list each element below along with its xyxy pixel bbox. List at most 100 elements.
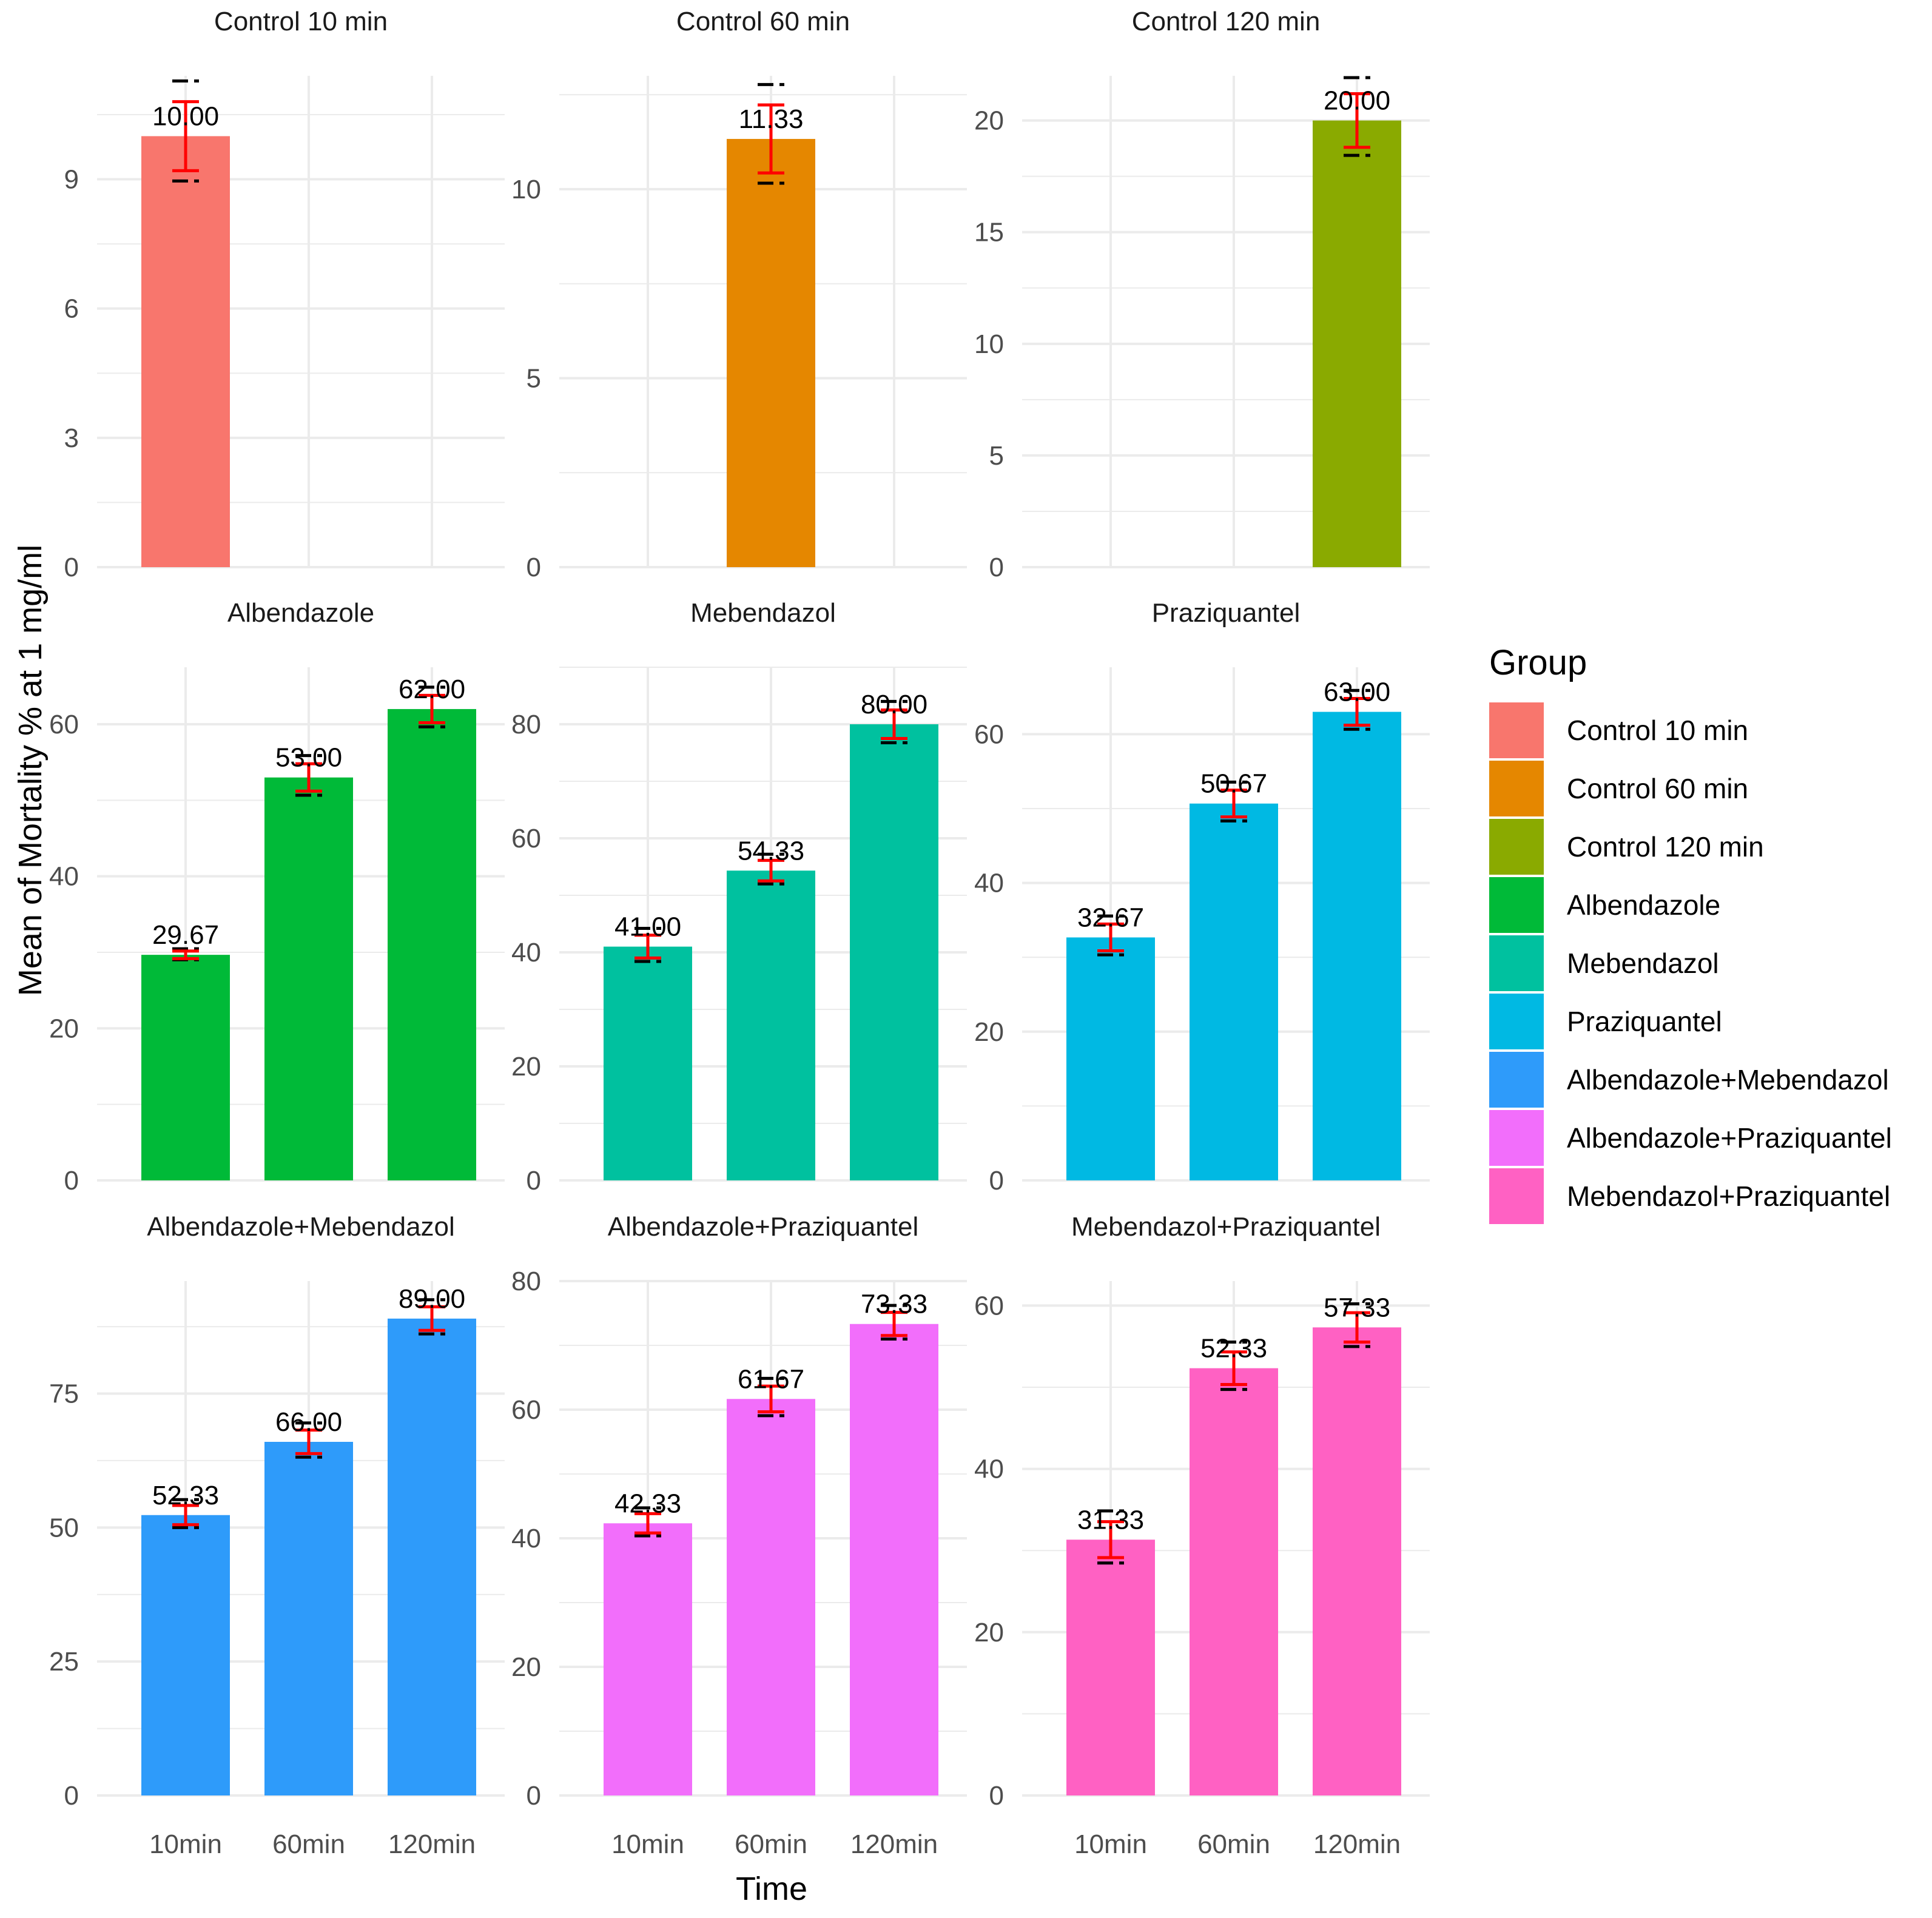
panel: 0 5 10 15 20 Control 120 min 20.00 xyxy=(974,7,1430,582)
x-tick-label: 60min xyxy=(1197,1829,1270,1859)
bar-value-label: 62.00 xyxy=(399,675,465,704)
legend-swatch xyxy=(1489,819,1544,875)
legend-item: Albendazole xyxy=(1489,877,1720,933)
y-tick-label: 0 xyxy=(989,553,1004,582)
y-tick-label: 10 xyxy=(974,329,1004,359)
legend-swatch xyxy=(1489,702,1544,758)
y-tick-label: 5 xyxy=(527,363,541,393)
bar xyxy=(604,1523,692,1795)
bar-value-label: 52.33 xyxy=(152,1481,219,1510)
bar-value-label: 29.67 xyxy=(152,920,219,950)
bar xyxy=(604,946,692,1180)
bar-value-label: 54.33 xyxy=(738,836,804,866)
bar-value-label: 50.67 xyxy=(1200,769,1267,799)
x-axis-title: Time xyxy=(736,1871,807,1907)
legend-item: Control 60 min xyxy=(1489,761,1748,816)
x-tick-label: 10min xyxy=(611,1829,684,1859)
y-tick-label: 60 xyxy=(511,1395,541,1425)
bar-value-label: 80.00 xyxy=(861,690,927,719)
y-tick-label: 0 xyxy=(989,1166,1004,1196)
legend-item: Praziquantel xyxy=(1489,994,1722,1049)
legend-swatch xyxy=(1489,877,1544,933)
panel-title: Albendazole+Praziquantel xyxy=(608,1212,919,1242)
legend-label: Control 60 min xyxy=(1567,773,1748,804)
panel: 0 20 40 60 80 Albendazole+Praziquantel 42.33 61… xyxy=(511,1212,967,1859)
y-tick-label: 0 xyxy=(64,1166,79,1196)
panel-title: Control 120 min xyxy=(1132,7,1321,36)
bar-value-label: 57.33 xyxy=(1324,1293,1390,1322)
bar-value-label: 66.00 xyxy=(275,1407,342,1437)
bar xyxy=(264,1442,353,1795)
panel: 0 5 10 Control 60 min 11.33 xyxy=(511,7,967,582)
y-tick-label: 20 xyxy=(974,1017,1004,1047)
y-tick-label: 9 xyxy=(64,165,79,195)
panels-layer: 0 3 6 9 Control 10 min 10.00 0 5 10 Control 60 mi… xyxy=(49,7,1430,1859)
legend-swatch xyxy=(1489,935,1544,991)
bar-value-label: 53.00 xyxy=(275,743,342,773)
panel: 0 3 6 9 Control 10 min 10.00 xyxy=(64,7,505,582)
panel-title: Control 10 min xyxy=(214,7,388,36)
legend-item: Mebendazol+Praziquantel xyxy=(1489,1168,1890,1224)
bar-value-label: 41.00 xyxy=(614,912,681,942)
y-tick-label: 20 xyxy=(974,1618,1004,1647)
y-tick-label: 0 xyxy=(527,1781,541,1811)
bar-value-label: 42.33 xyxy=(614,1489,681,1518)
bar xyxy=(1190,803,1278,1180)
y-tick-label: 5 xyxy=(989,441,1004,471)
legend-label: Praziquantel xyxy=(1567,1006,1722,1037)
bar xyxy=(727,870,815,1180)
bar-value-label: 20.00 xyxy=(1324,86,1390,116)
panel: 0 20 40 60 Albendazole 29.67 53.00 62.00 xyxy=(49,598,505,1196)
legend-label: Albendazole+Praziquantel xyxy=(1567,1122,1892,1154)
panel-title: Albendazole xyxy=(227,598,374,628)
x-tick-label: 120min xyxy=(850,1829,938,1859)
legend-swatch xyxy=(1489,1052,1544,1108)
bar-value-label: 61.67 xyxy=(738,1364,804,1394)
y-tick-label: 20 xyxy=(974,106,1004,136)
legend-title: Group xyxy=(1489,643,1587,682)
y-tick-label: 75 xyxy=(49,1379,79,1409)
x-tick-label: 60min xyxy=(272,1829,345,1859)
panel-title: Mebendazol+Praziquantel xyxy=(1071,1212,1381,1242)
panel-title: Praziquantel xyxy=(1152,598,1301,628)
y-tick-label: 40 xyxy=(511,1524,541,1553)
legend-label: Albendazole+Mebendazol xyxy=(1567,1064,1889,1095)
x-tick-label: 120min xyxy=(388,1829,476,1859)
bar xyxy=(141,1515,230,1795)
y-tick-label: 0 xyxy=(527,553,541,582)
bar-value-label: 10.00 xyxy=(152,101,219,131)
legend-swatch xyxy=(1489,1110,1544,1166)
y-tick-label: 0 xyxy=(527,1166,541,1196)
y-tick-label: 60 xyxy=(49,710,79,739)
y-tick-label: 0 xyxy=(64,553,79,582)
x-tick-label: 60min xyxy=(735,1829,807,1859)
legend-label: Albendazole xyxy=(1567,889,1720,921)
x-tick-label: 10min xyxy=(1074,1829,1147,1859)
bar xyxy=(141,136,230,567)
bar xyxy=(1313,120,1401,568)
y-tick-label: 20 xyxy=(511,1652,541,1682)
y-tick-label: 60 xyxy=(974,719,1004,749)
legend-item: Control 120 min xyxy=(1489,819,1764,875)
bar-value-label: 63.00 xyxy=(1324,678,1390,707)
bar-value-label: 31.33 xyxy=(1077,1505,1144,1535)
y-tick-label: 15 xyxy=(974,218,1004,247)
bar xyxy=(1313,712,1401,1180)
y-tick-label: 25 xyxy=(49,1647,79,1677)
bar xyxy=(388,708,476,1180)
bar xyxy=(388,1318,476,1795)
bar xyxy=(1190,1368,1278,1795)
bar xyxy=(850,1324,938,1795)
bar xyxy=(727,1399,815,1795)
legend-swatch xyxy=(1489,761,1544,816)
legend-item: Mebendazol xyxy=(1489,935,1719,991)
legend-item: Control 10 min xyxy=(1489,702,1748,758)
bar xyxy=(727,139,815,568)
panel-title: Mebendazol xyxy=(690,598,836,628)
bar xyxy=(1066,1539,1155,1795)
bar xyxy=(1313,1327,1401,1795)
y-tick-label: 50 xyxy=(49,1513,79,1543)
x-tick-label: 120min xyxy=(1313,1829,1401,1859)
